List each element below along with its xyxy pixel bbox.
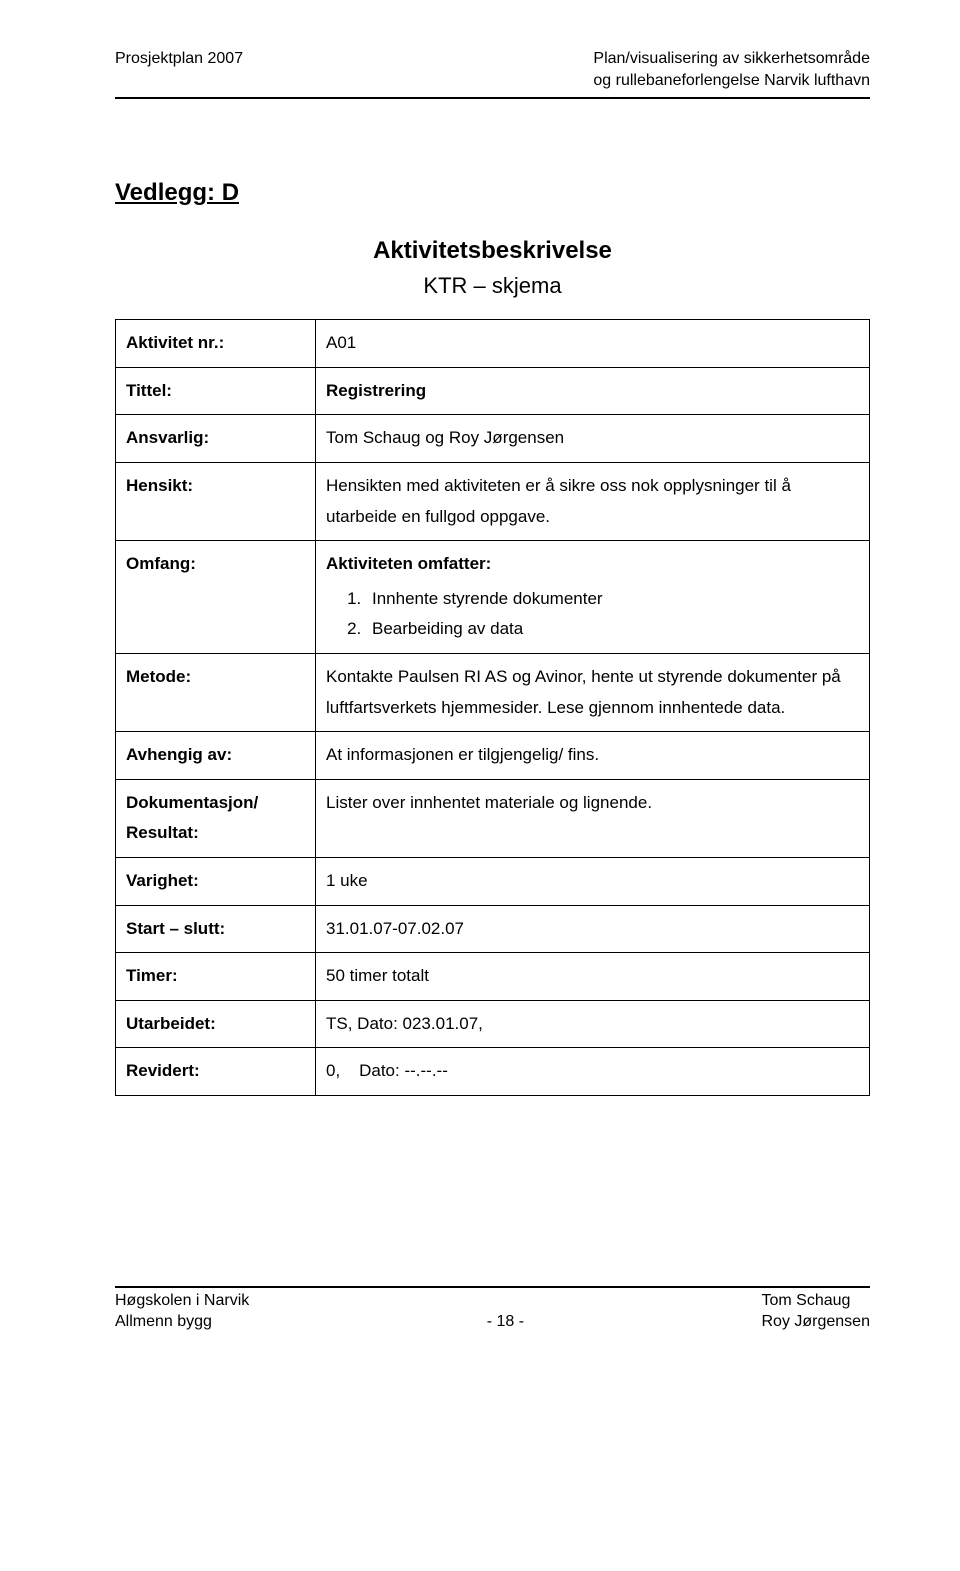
page-number: - 18 - bbox=[487, 1311, 524, 1333]
label-ansvarlig: Ansvarlig: bbox=[116, 415, 316, 463]
table-row: Aktivitet nr.: A01 bbox=[116, 320, 870, 368]
table-row: Metode: Kontakte Paulsen RI AS og Avinor… bbox=[116, 653, 870, 731]
value-ansvarlig: Tom Schaug og Roy Jørgensen bbox=[316, 415, 870, 463]
label-hensikt: Hensikt: bbox=[116, 462, 316, 540]
page-footer: Høgskolen i Narvik Allmenn bygg - 18 - T… bbox=[115, 1286, 870, 1333]
label-dok-line2: Resultat: bbox=[126, 823, 199, 842]
label-tittel: Tittel: bbox=[116, 367, 316, 415]
page-header: Prosjektplan 2007 Plan/visualisering av … bbox=[115, 48, 870, 99]
footer-left: Høgskolen i Narvik Allmenn bygg bbox=[115, 1290, 249, 1333]
table-row: Tittel: Registrering bbox=[116, 367, 870, 415]
value-timer: 50 timer totalt bbox=[316, 953, 870, 1001]
label-varighet: Varighet: bbox=[116, 857, 316, 905]
value-revidert: 0, Dato: --.--.-- bbox=[316, 1048, 870, 1096]
label-timer: Timer: bbox=[116, 953, 316, 1001]
attachment-title: Aktivitetsbeskrivelse bbox=[115, 237, 870, 265]
table-row: Varighet: 1 uke bbox=[116, 857, 870, 905]
table-row: Revidert: 0, Dato: --.--.-- bbox=[116, 1048, 870, 1096]
revidert-prefix: 0, bbox=[326, 1061, 340, 1080]
value-avhengig: At informasjonen er tilgjengelig/ fins. bbox=[316, 732, 870, 780]
value-metode: Kontakte Paulsen RI AS og Avinor, hente … bbox=[316, 653, 870, 731]
value-start-slutt: 31.01.07-07.02.07 bbox=[316, 905, 870, 953]
footer-right: Tom Schaug Roy Jørgensen bbox=[761, 1290, 870, 1333]
omfang-intro: Aktiviteten omfatter: bbox=[326, 554, 491, 573]
attachment-label: Vedlegg: D bbox=[115, 179, 870, 207]
footer-right-line2: Roy Jørgensen bbox=[761, 1311, 870, 1333]
label-dok: Dokumentasjon/ Resultat: bbox=[116, 779, 316, 857]
header-left: Prosjektplan 2007 bbox=[115, 48, 243, 91]
table-row: Utarbeidet: TS, Dato: 023.01.07, bbox=[116, 1000, 870, 1048]
label-revidert: Revidert: bbox=[116, 1048, 316, 1096]
table-row: Dokumentasjon/ Resultat: Lister over inn… bbox=[116, 779, 870, 857]
label-dok-line1: Dokumentasjon/ bbox=[126, 793, 258, 812]
label-omfang: Omfang: bbox=[116, 541, 316, 654]
value-dok: Lister over innhentet materiale og ligne… bbox=[316, 779, 870, 857]
list-item: Bearbeiding av data bbox=[366, 614, 859, 645]
value-omfang: Aktiviteten omfatter: Innhente styrende … bbox=[316, 541, 870, 654]
value-tittel: Registrering bbox=[316, 367, 870, 415]
footer-left-line1: Høgskolen i Narvik bbox=[115, 1290, 249, 1312]
header-right-line2: og rullebaneforlengelse Narvik lufthavn bbox=[593, 70, 870, 92]
label-metode: Metode: bbox=[116, 653, 316, 731]
footer-left-line2: Allmenn bygg bbox=[115, 1311, 249, 1333]
footer-center: - 18 - bbox=[487, 1290, 524, 1333]
table-row: Timer: 50 timer totalt bbox=[116, 953, 870, 1001]
value-activity-no: A01 bbox=[316, 320, 870, 368]
page: Prosjektplan 2007 Plan/visualisering av … bbox=[0, 0, 960, 1393]
table-row: Ansvarlig: Tom Schaug og Roy Jørgensen bbox=[116, 415, 870, 463]
revidert-value: Dato: --.--.-- bbox=[359, 1061, 448, 1080]
footer-right-line1: Tom Schaug bbox=[761, 1290, 870, 1312]
table-row: Avhengig av: At informasjonen er tilgjen… bbox=[116, 732, 870, 780]
label-start-slutt: Start – slutt: bbox=[116, 905, 316, 953]
activity-table: Aktivitet nr.: A01 Tittel: Registrering … bbox=[115, 319, 870, 1096]
list-item: Innhente styrende dokumenter bbox=[366, 584, 859, 615]
label-utarbeidet: Utarbeidet: bbox=[116, 1000, 316, 1048]
value-utarbeidet: TS, Dato: 023.01.07, bbox=[316, 1000, 870, 1048]
value-varighet: 1 uke bbox=[316, 857, 870, 905]
table-row: Start – slutt: 31.01.07-07.02.07 bbox=[116, 905, 870, 953]
table-row: Omfang: Aktiviteten omfatter: Innhente s… bbox=[116, 541, 870, 654]
attachment-subtitle: KTR – skjema bbox=[115, 273, 870, 299]
value-hensikt: Hensikten med aktiviteten er å sikre oss… bbox=[316, 462, 870, 540]
omfang-list: Innhente styrende dokumenter Bearbeiding… bbox=[326, 584, 859, 645]
label-activity-no: Aktivitet nr.: bbox=[116, 320, 316, 368]
header-right: Plan/visualisering av sikkerhetsområde o… bbox=[593, 48, 870, 91]
label-avhengig: Avhengig av: bbox=[116, 732, 316, 780]
header-right-line1: Plan/visualisering av sikkerhetsområde bbox=[593, 48, 870, 70]
table-row: Hensikt: Hensikten med aktiviteten er å … bbox=[116, 462, 870, 540]
